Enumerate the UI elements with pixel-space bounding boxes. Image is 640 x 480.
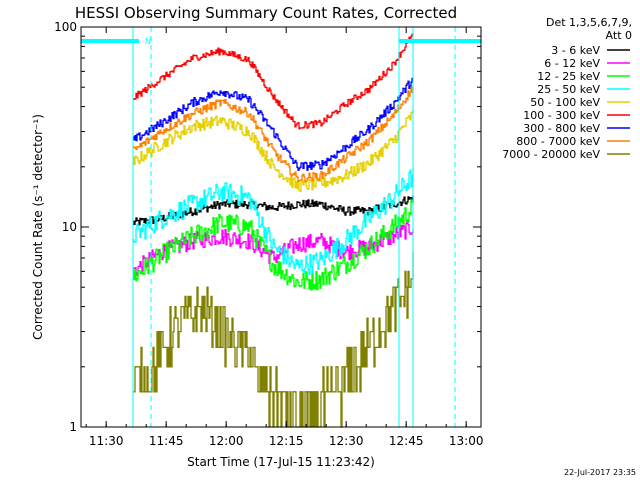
series-line-800-7000-kev bbox=[133, 86, 414, 183]
legend-item-12-25-kev: 12 - 25 keV bbox=[537, 70, 630, 83]
y-axis-label: Corrected Count Rate (s⁻¹ detector⁻¹) bbox=[31, 114, 45, 340]
series-layer bbox=[132, 33, 414, 428]
legend-item-50-100-kev: 50 - 100 keV bbox=[530, 96, 630, 109]
overlay-layer: N bbox=[81, 27, 481, 427]
x-tick-label-11-45: 11:45 bbox=[149, 434, 184, 448]
series-line-100-300-kev bbox=[133, 33, 414, 130]
legend-label: 7000 - 20000 keV bbox=[502, 148, 600, 161]
y-tick-label-10: 10 bbox=[62, 220, 77, 234]
x-tick-label-11-30: 11:30 bbox=[89, 434, 124, 448]
series-100-300-kev bbox=[132, 33, 414, 427]
attenuator-bar-1 bbox=[399, 39, 481, 43]
attenuator-bar-0 bbox=[81, 39, 139, 43]
legend-item-6-12-kev: 6 - 12 keV bbox=[544, 57, 630, 70]
footer-timestamp: 22-Jul-2017 23:35 bbox=[564, 468, 636, 477]
legend-label: 6 - 12 keV bbox=[544, 57, 600, 70]
series-line-50-100-kev bbox=[133, 109, 414, 193]
legend-header: Det 1,3,5,6,7,9, Att 0 bbox=[546, 16, 632, 42]
series-line-7000-20000-kev bbox=[133, 252, 414, 428]
legend-label: 12 - 25 keV bbox=[537, 70, 600, 83]
legend-label: 50 - 100 keV bbox=[530, 96, 600, 109]
legend-item-3-6-kev: 3 - 6 keV bbox=[551, 44, 630, 57]
legend-item-7000-20000-kev: 7000 - 20000 keV bbox=[502, 148, 630, 161]
series-7000-20000-kev bbox=[132, 252, 414, 428]
attenuator-label: N bbox=[145, 37, 151, 46]
series-50-100-kev bbox=[132, 109, 414, 427]
series-line-12-25-kev bbox=[133, 198, 414, 291]
x-tick-label-12-30: 12:30 bbox=[329, 434, 364, 448]
axis-layer: 11:30 11:45 12:00 12:15 12:30 12:45 13:00 1 10 10… bbox=[54, 20, 483, 448]
legend-item-100-300-kev: 100 - 300 keV bbox=[523, 109, 630, 122]
legend-item-800-7000-kev: 800 - 7000 keV bbox=[516, 135, 630, 148]
legend-label: 3 - 6 keV bbox=[551, 44, 600, 57]
x-tick-label-13-00: 13:00 bbox=[449, 434, 484, 448]
legend-label: 300 - 800 keV bbox=[523, 122, 600, 135]
series-line-300-800-kev bbox=[133, 77, 414, 171]
chart-title: HESSI Observing Summary Count Rates, Cor… bbox=[75, 4, 457, 22]
legend-header-line-1: Det 1,3,5,6,7,9, bbox=[546, 16, 632, 29]
legend-header-line-2: Att 0 bbox=[606, 29, 632, 42]
series-line-25-50-kev bbox=[133, 167, 414, 275]
legend-label: 25 - 50 keV bbox=[537, 83, 600, 96]
legend-item-300-800-kev: 300 - 800 keV bbox=[523, 122, 630, 135]
x-tick-label-12-45: 12:45 bbox=[389, 434, 424, 448]
y-tick-label-100: 100 bbox=[54, 20, 77, 34]
legend-item-25-50-kev: 25 - 50 keV bbox=[537, 83, 630, 96]
x-axis-label: Start Time (17-Jul-15 11:23:42) bbox=[187, 455, 375, 469]
x-tick-label-12-00: 12:00 bbox=[209, 434, 244, 448]
legend-label: 100 - 300 keV bbox=[523, 109, 600, 122]
x-tick-label-12-15: 12:15 bbox=[269, 434, 304, 448]
legend-label: 800 - 7000 keV bbox=[516, 135, 600, 148]
y-tick-label-1: 1 bbox=[69, 420, 77, 434]
